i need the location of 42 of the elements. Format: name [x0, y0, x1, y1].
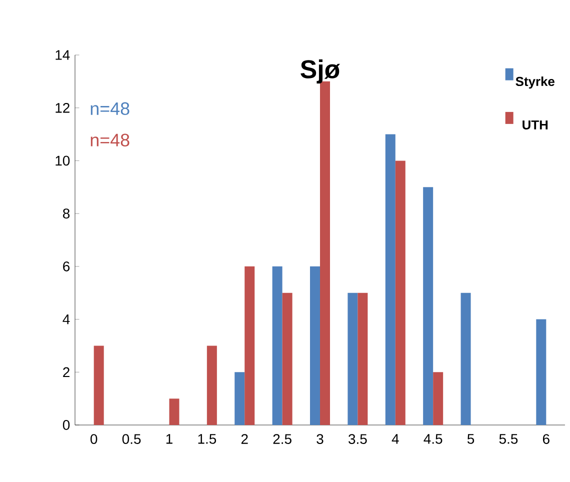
- bar: [358, 292, 368, 425]
- legend-label: UTH: [522, 120, 548, 130]
- y-tick-label: 10: [56, 156, 70, 166]
- x-tick-label: 5.5: [499, 434, 518, 444]
- y-tick-label: 14: [56, 50, 70, 60]
- annotation: n=48: [90, 102, 130, 115]
- bar: [234, 372, 245, 425]
- x-tick-label: 1.5: [198, 434, 216, 444]
- chart-title: Sjø: [300, 59, 340, 84]
- y-tick-label: 0: [62, 420, 70, 430]
- x-tick-label: 1: [166, 434, 172, 444]
- x-tick-label: 2: [241, 434, 248, 444]
- bar: [385, 134, 396, 425]
- x-tick-label: 3.5: [348, 434, 367, 444]
- y-tick-label: 12: [56, 102, 70, 113]
- y-tick-label: 6: [63, 261, 70, 272]
- x-tick-label: 2.5: [273, 434, 292, 444]
- bar: [94, 346, 104, 425]
- y-tick-label: 2: [63, 367, 70, 378]
- x-tick-label: 6: [542, 434, 550, 444]
- bar: [206, 346, 217, 425]
- x-tick-label: 0.5: [122, 434, 141, 444]
- legend-label: Styrke: [516, 76, 554, 89]
- y-tick-label: 8: [63, 208, 70, 219]
- x-tick-label: 4.5: [424, 434, 442, 444]
- bar: [460, 292, 471, 425]
- bar: [244, 266, 255, 425]
- bar: [348, 292, 358, 425]
- bar: [272, 266, 282, 425]
- bar: [423, 187, 434, 425]
- bar: [282, 292, 292, 425]
- bar: [536, 319, 546, 425]
- x-tick-label: 3: [316, 434, 324, 444]
- x-tick-label: 0: [90, 434, 98, 444]
- bar: [433, 372, 444, 425]
- x-tick-label: 4: [392, 434, 399, 444]
- annotation: n=48: [90, 134, 130, 146]
- y-tick-label: 4: [62, 314, 70, 324]
- bar: [395, 160, 406, 425]
- bar: [169, 398, 180, 425]
- x-tick-label: 5: [467, 434, 474, 444]
- bar: [310, 266, 320, 425]
